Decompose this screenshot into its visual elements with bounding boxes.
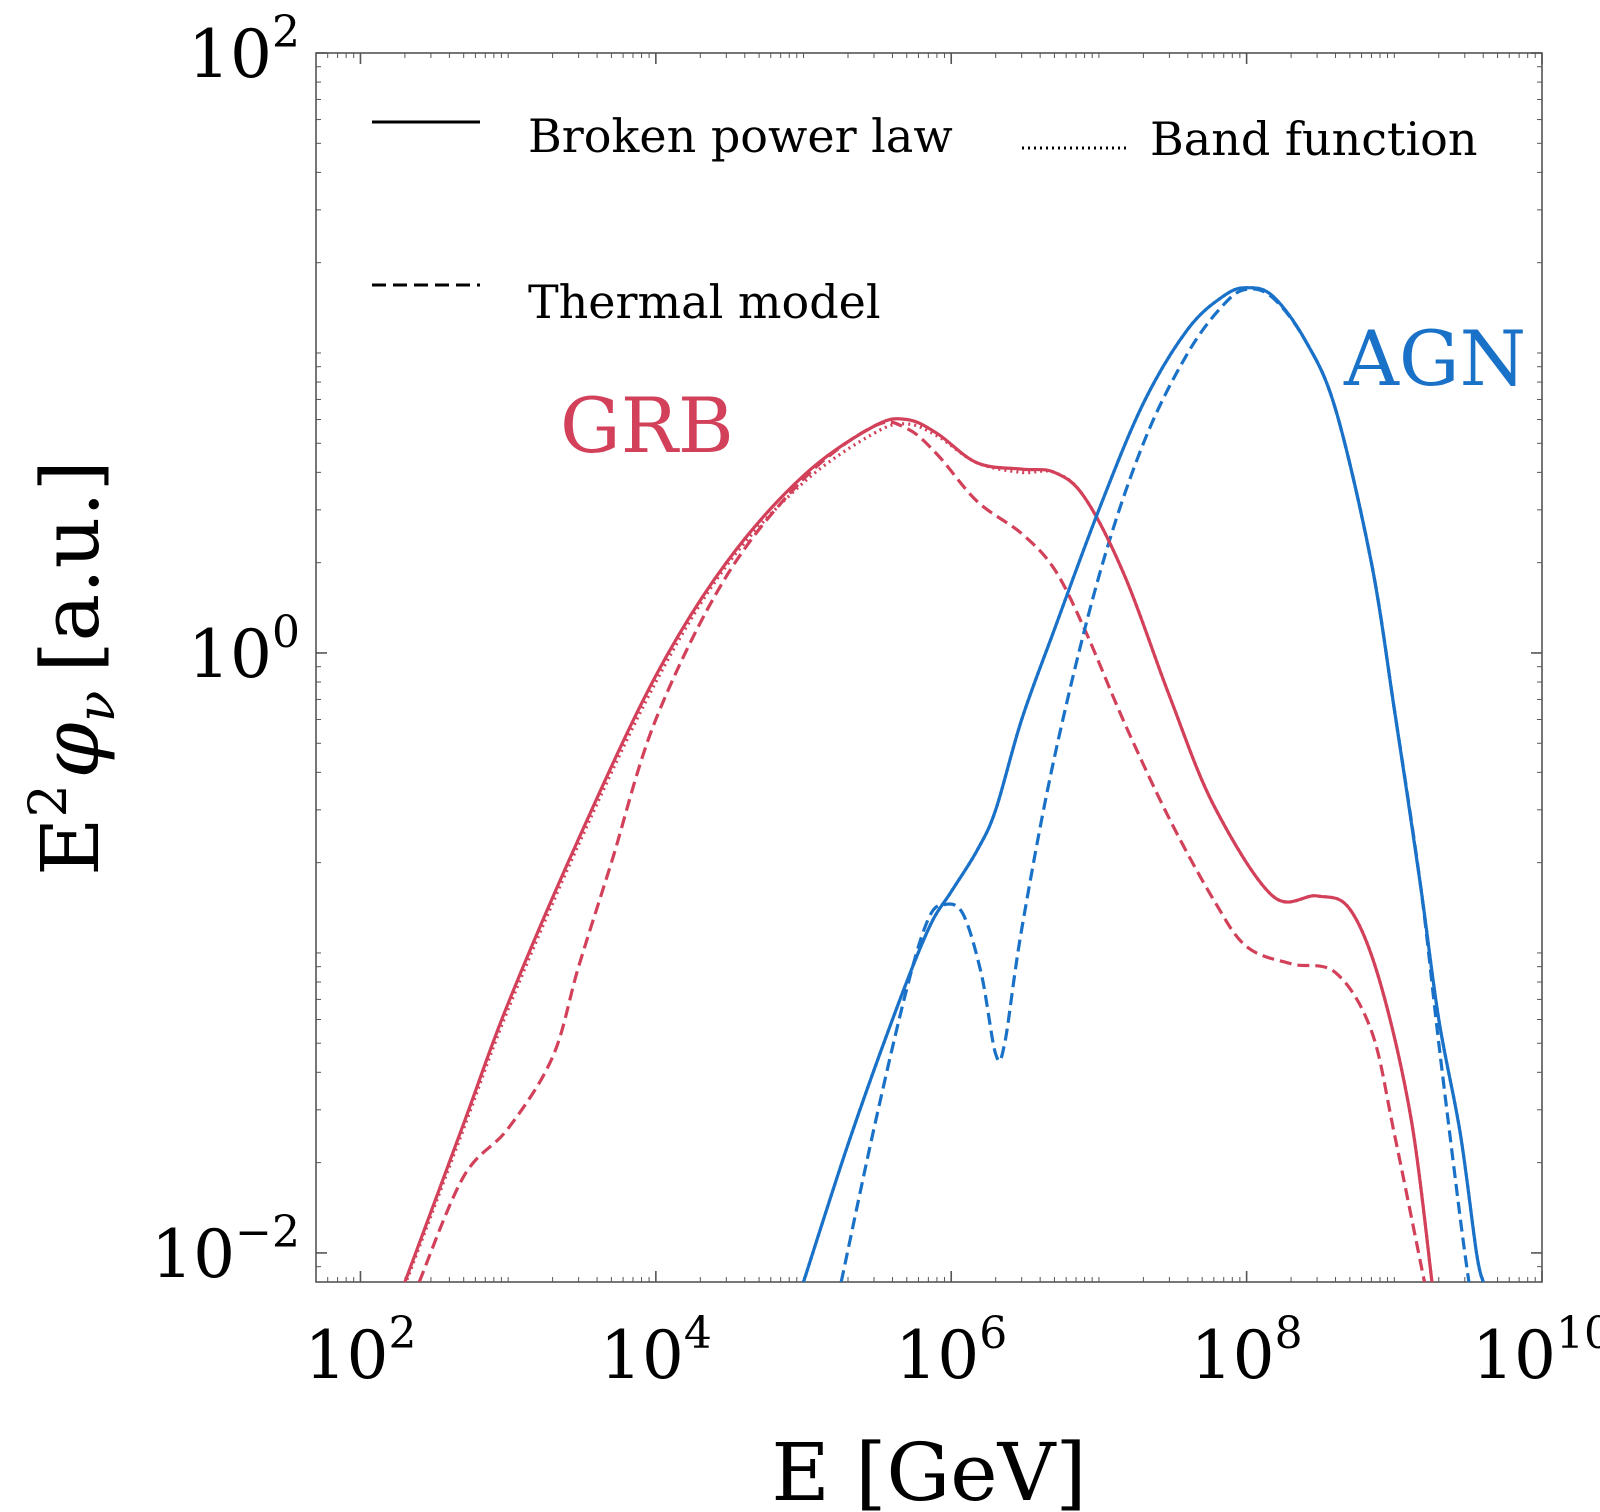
plot-frame (315, 52, 1543, 1283)
legend-label-thermal-model: Thermal model (528, 275, 881, 329)
x-axis-label: E [GeV] (771, 1426, 1086, 1512)
series-agn-band-function (801, 286, 1485, 1282)
y-label-unit: [a.u.] (24, 460, 117, 673)
y-label-sub: ν (67, 691, 127, 723)
annotation-grb: GRB (560, 381, 734, 470)
series-group (403, 286, 1485, 1282)
series-grb-broken-power-law (403, 417, 1434, 1282)
x-tick-label: 102 (304, 1308, 416, 1394)
y-tick-label: 100 (188, 607, 300, 693)
y-tick-label: 10−2 (151, 1207, 300, 1293)
y-tick-label: 102 (188, 7, 300, 93)
y-label-base: E (24, 817, 117, 875)
legend: Broken power law Band function Thermal m… (372, 109, 1477, 329)
x-tick-label: 106 (895, 1308, 1007, 1394)
y-label-symbol: φ (24, 722, 117, 778)
legend-label-broken-power-law: Broken power law (528, 109, 953, 163)
x-tick-label: 108 (1191, 1308, 1303, 1394)
y-axis-label: E2 φν [a.u.] (19, 460, 127, 876)
axis-ticks (315, 52, 1543, 1283)
x-tick-label: 1010 (1472, 1308, 1600, 1394)
annotation-agn: AGN (1343, 314, 1526, 403)
series-agn-broken-power-law (801, 286, 1485, 1282)
series-agn-thermal-model (839, 287, 1471, 1282)
series-grb-thermal-model (417, 420, 1427, 1282)
legend-label-band-function: Band function (1150, 112, 1477, 166)
y-label-exp: 2 (19, 784, 79, 817)
x-tick-label: 104 (600, 1308, 712, 1394)
series-grb-band-function (404, 422, 1434, 1282)
tick-labels: 102 104 106 108 1010 10−2 100 102 (151, 7, 1600, 1394)
